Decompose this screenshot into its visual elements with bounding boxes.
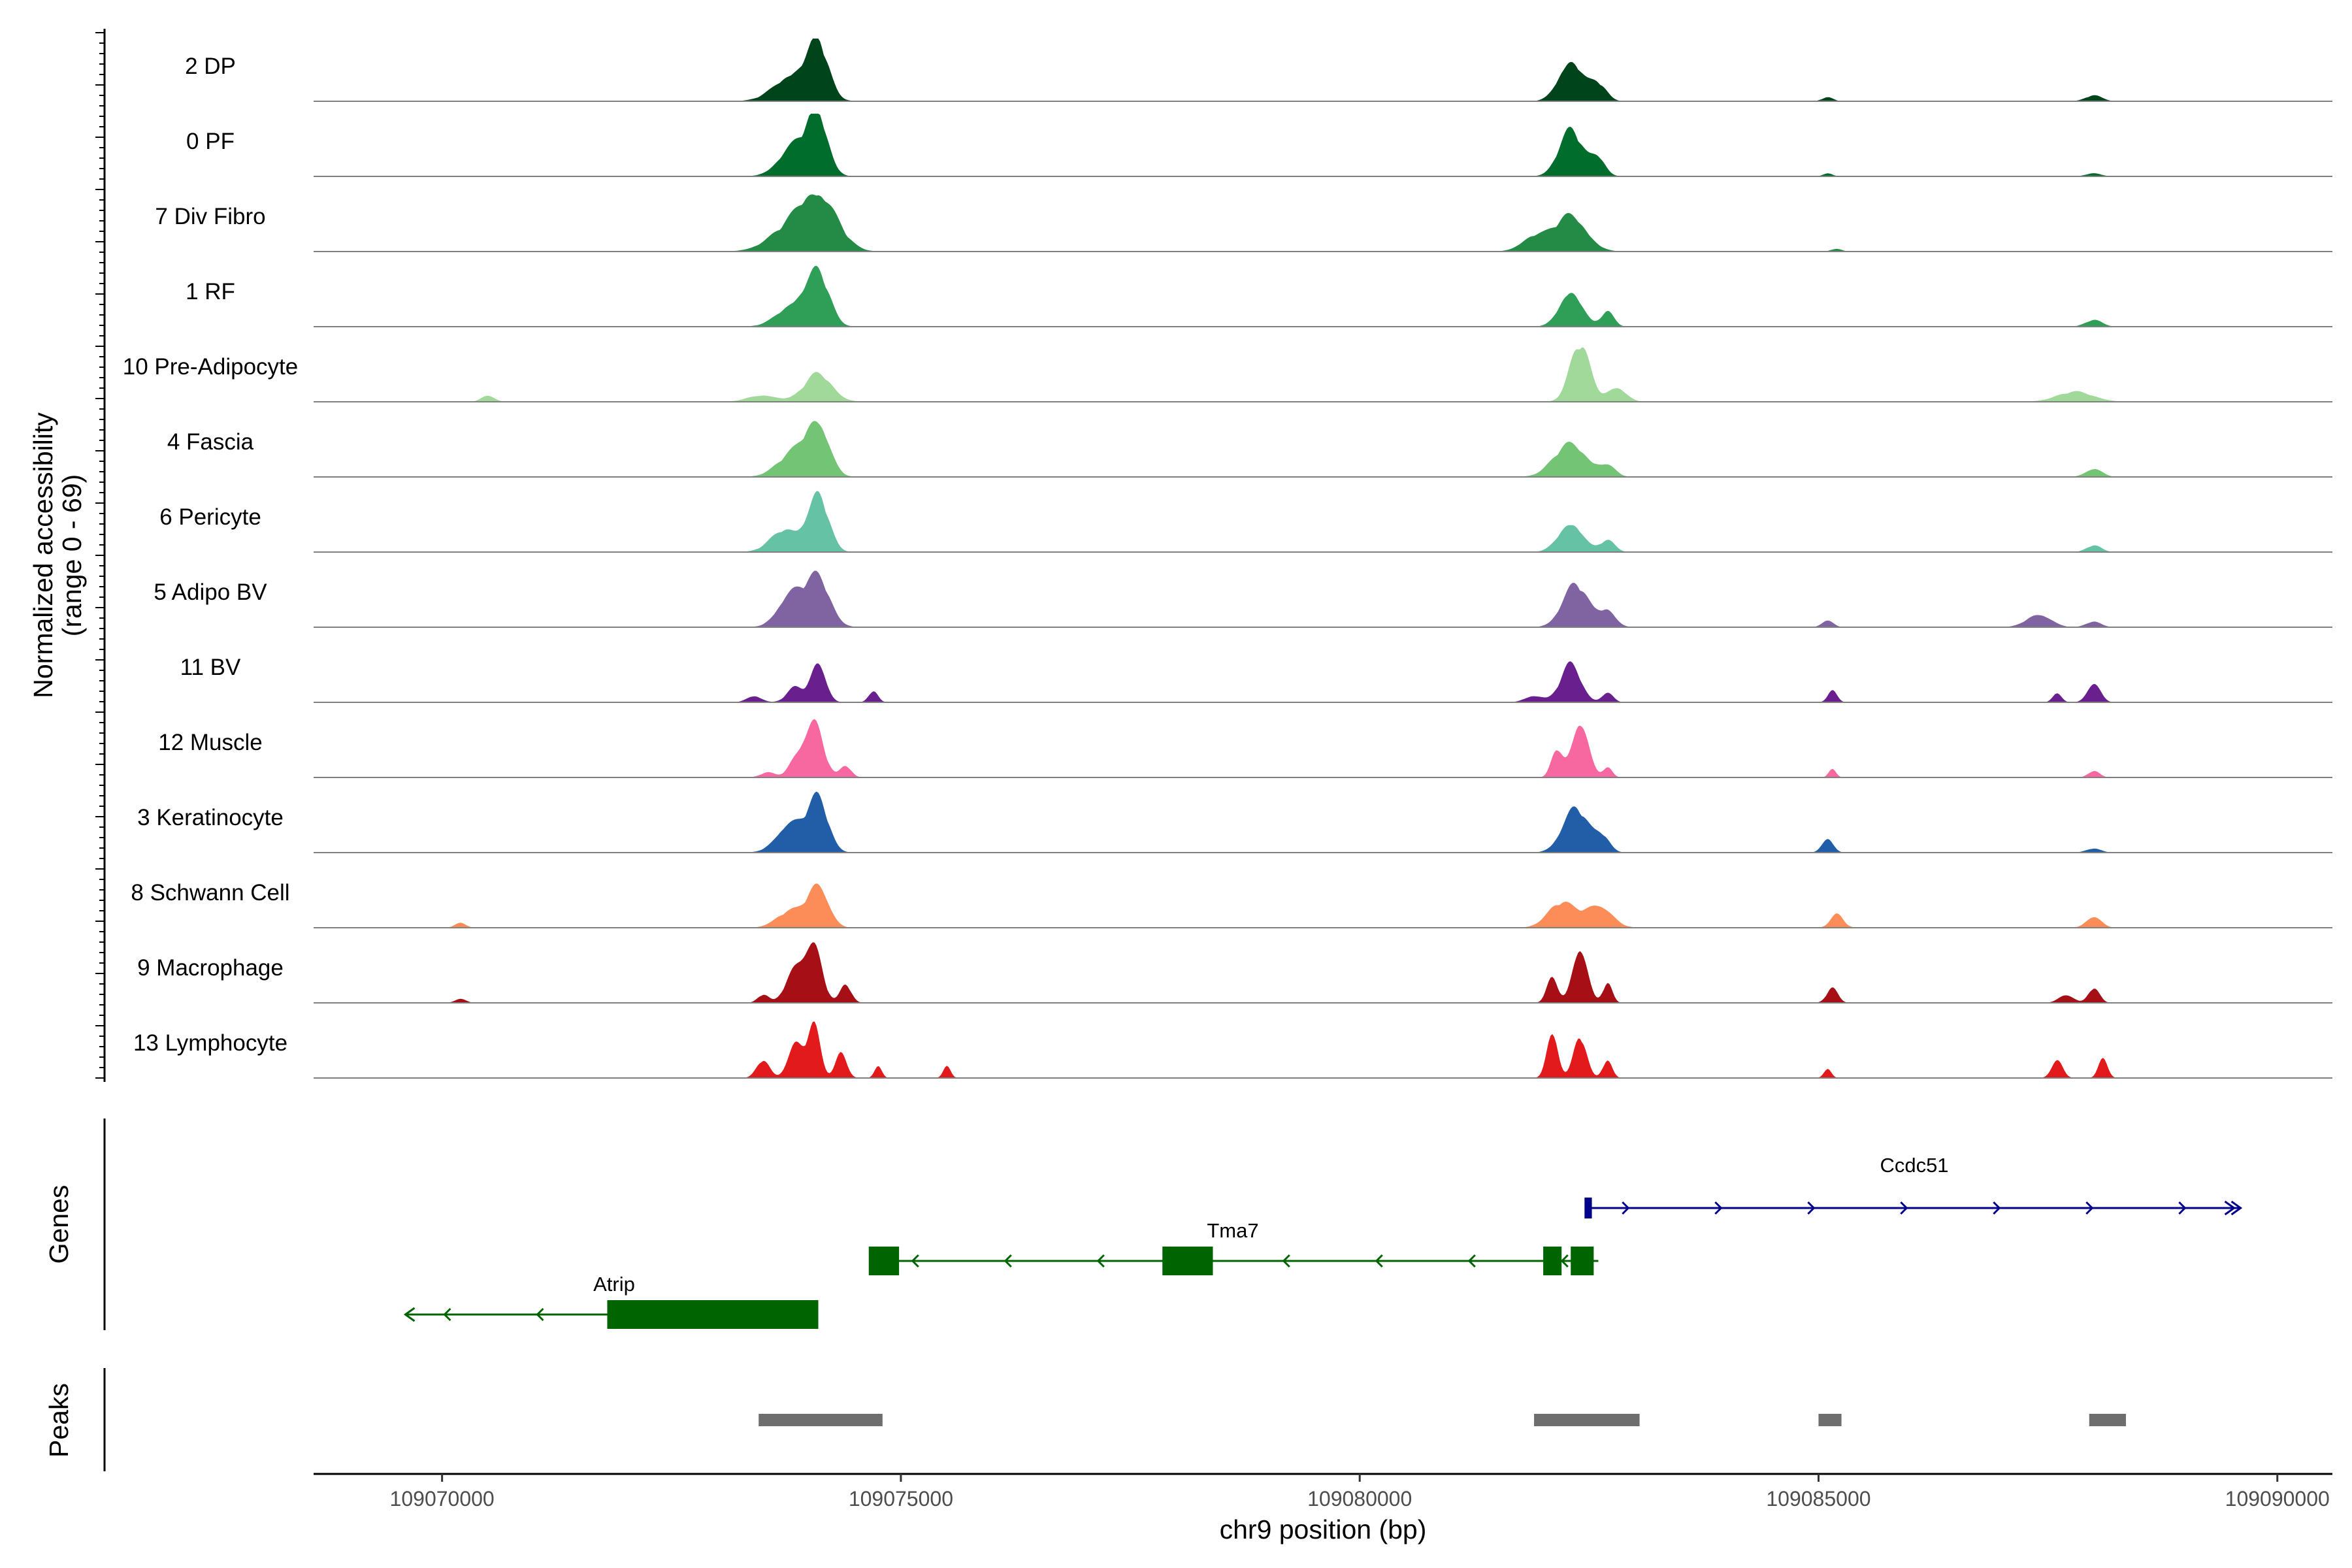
x-tick-label: 109080000: [1307, 1487, 1412, 1511]
gene-atrip: Atrip: [403, 1273, 819, 1329]
exon: [868, 1247, 900, 1275]
exon: [1162, 1247, 1213, 1275]
track-label: 10 Pre-Adipocyte: [123, 354, 298, 380]
coverage-tracks: 2 DP 0 PF 7 Div Fibro 1 RF 10 Pre-Adipocyte 4…: [123, 39, 2332, 1079]
exon: [1571, 1247, 1594, 1275]
track-signal: [314, 570, 2332, 627]
track-signal: [314, 791, 2332, 853]
track-5: 4 Fascia: [167, 421, 2332, 478]
gene-tma7: Tma7: [868, 1219, 1599, 1275]
strand-arrow: [1622, 1201, 1630, 1215]
track-signal: [314, 719, 2332, 777]
gene-panel: Genes Ccdc51 Tma7 Atrip: [44, 1119, 2243, 1330]
track-label: 3 Keratinocyte: [137, 805, 284, 830]
track-signal: [314, 491, 2332, 552]
strand-arrow: [1282, 1254, 1290, 1268]
strand-arrow: [1807, 1201, 1816, 1215]
track-label: 0 PF: [186, 129, 235, 154]
gene-label: Tma7: [1207, 1219, 1258, 1242]
gene-ccdc51: Ccdc51: [1584, 1154, 2243, 1218]
peak-region: [2089, 1414, 2126, 1426]
y-axis-title-line1: Normalized accessibility: [28, 412, 58, 698]
exon: [1584, 1198, 1592, 1218]
track-signal: [314, 661, 2332, 702]
track-label: 5 Adipo BV: [154, 580, 267, 605]
strand-arrow: [911, 1254, 919, 1268]
x-axis-ticks: 109070000 109075000 109080000 109085000 1090…: [390, 1474, 2330, 1511]
track-13: 13 Lymphocyte: [133, 1021, 2332, 1079]
strand-arrow: [1560, 1254, 1569, 1268]
track-signal: [314, 421, 2332, 477]
strand-arrow: [1004, 1254, 1012, 1268]
x-tick-label: 109085000: [1766, 1487, 1870, 1511]
peaks-panel-title: Peaks: [44, 1383, 74, 1458]
strand-arrow: [443, 1307, 451, 1322]
y-axis-ticks: [95, 32, 105, 1079]
track-signal: [314, 942, 2332, 1003]
track-12: 9 Macrophage: [137, 942, 2332, 1004]
y-axis: Normalized accessibility (range 0 - 69): [28, 29, 106, 1082]
strand-arrow: [1096, 1254, 1105, 1268]
track-signal: [314, 39, 2332, 101]
gene-end-arrow: [403, 1307, 416, 1322]
x-tick-label: 109070000: [390, 1487, 495, 1511]
strand-arrow: [536, 1307, 544, 1322]
track-1: 0 PF: [186, 114, 2332, 177]
track-2: 7 Div Fibro: [155, 194, 2332, 252]
y-axis-title-line2: (range 0 - 69): [57, 474, 87, 636]
track-label: 13 Lymphocyte: [133, 1030, 287, 1056]
gene-label: Ccdc51: [1880, 1154, 1948, 1177]
track-signal: [314, 114, 2332, 176]
track-3: 1 RF: [186, 265, 2332, 327]
strand-arrow: [1467, 1254, 1476, 1268]
gene-label: Atrip: [593, 1273, 635, 1296]
peak-region: [1818, 1414, 1842, 1426]
track-signal: [314, 194, 2332, 252]
peak-region: [759, 1414, 883, 1426]
peak-regions: [759, 1414, 2126, 1426]
x-axis-title: chr9 position (bp): [1220, 1514, 1427, 1544]
gene-end-arrow: [2230, 1200, 2243, 1216]
track-label: 9 Macrophage: [137, 955, 284, 981]
strand-arrow: [2085, 1201, 2094, 1215]
track-signal: [314, 883, 2332, 928]
x-tick-label: 109075000: [849, 1487, 953, 1511]
track-10: 3 Keratinocyte: [137, 791, 2332, 853]
track-label: 7 Div Fibro: [155, 204, 265, 229]
track-label: 8 Schwann Cell: [131, 880, 289, 906]
track-8: 11 BV: [180, 655, 2332, 703]
genes-panel-title: Genes: [44, 1185, 74, 1264]
track-9: 12 Muscle: [158, 719, 2332, 778]
track-4: 10 Pre-Adipocyte: [123, 347, 2332, 402]
track-label: 1 RF: [186, 279, 235, 304]
strand-arrow: [1900, 1201, 1908, 1215]
exon: [1543, 1247, 1562, 1275]
track-signal: [314, 1021, 2332, 1078]
gene-end-arrow: [2224, 1200, 2236, 1216]
track-6: 6 Pericyte: [159, 491, 2332, 553]
peak-region: [1534, 1414, 1640, 1426]
track-0: 2 DP: [185, 39, 2332, 102]
track-signal: [314, 265, 2332, 327]
track-7: 5 Adipo BV: [154, 570, 2332, 628]
exon: [607, 1300, 819, 1329]
track-label: 12 Muscle: [158, 730, 263, 755]
track-label: 6 Pericyte: [159, 504, 261, 530]
gene-models: Ccdc51 Tma7 Atrip: [403, 1154, 2243, 1329]
strand-arrow: [1714, 1201, 1723, 1215]
x-tick-label: 109090000: [2225, 1487, 2330, 1511]
track-label: 2 DP: [185, 54, 236, 79]
track-signal: [314, 347, 2332, 402]
peaks-panel: Peaks: [44, 1368, 2126, 1471]
track-11: 8 Schwann Cell: [131, 880, 2332, 928]
track-label: 4 Fascia: [167, 429, 254, 455]
x-axis: 109070000 109075000 109080000 109085000 1090…: [314, 1473, 2332, 1544]
strand-arrow: [1993, 1201, 2001, 1215]
track-label: 11 BV: [180, 655, 241, 680]
strand-arrow: [1375, 1254, 1383, 1268]
strand-arrow: [2178, 1201, 2187, 1215]
